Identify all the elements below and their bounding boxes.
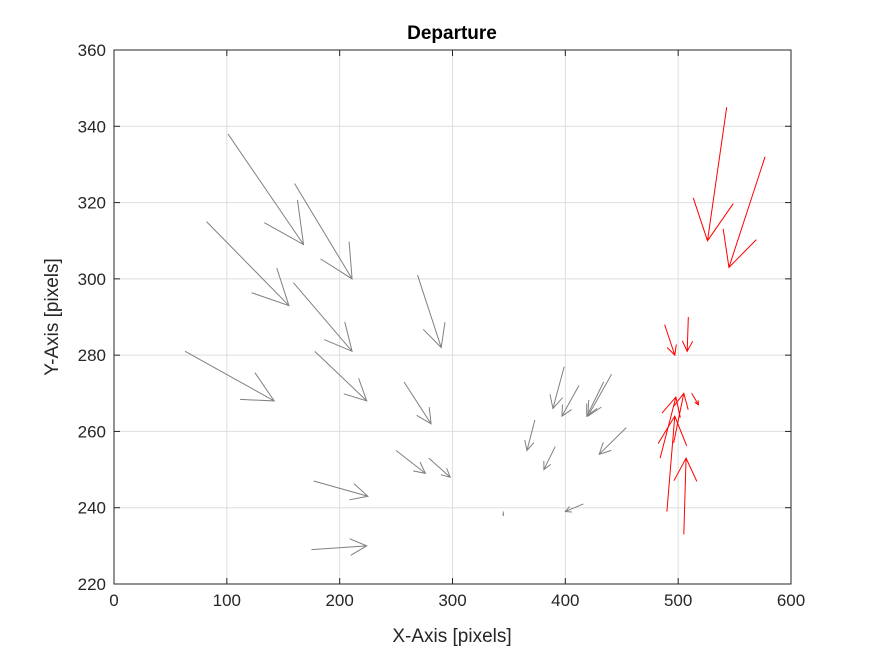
gray-vector-arrow — [561, 385, 580, 418]
y-tick-label: 320 — [78, 194, 106, 213]
x-axis-label: X-Axis [pixels] — [392, 626, 511, 647]
gray-vector-arrow — [313, 480, 369, 501]
gray-vector-arrow — [184, 350, 276, 402]
gray-vector-arrow — [294, 183, 353, 280]
gray-vector-arrow — [564, 503, 584, 513]
red-vector-arrow — [692, 107, 734, 242]
gray-vector-arrow — [587, 373, 613, 418]
x-tick-label: 600 — [777, 591, 805, 610]
axis-ticks — [113, 49, 792, 585]
red-vector-arrow — [722, 156, 766, 269]
gray-vector-arrow — [598, 427, 627, 456]
y-tick-label: 240 — [78, 499, 106, 518]
red-vector-arrow — [672, 392, 689, 443]
gray-vector-arrow — [311, 538, 368, 556]
y-tick-label: 340 — [78, 117, 106, 136]
gray-vector-arrow — [543, 446, 556, 471]
red-vector-arrow — [673, 457, 698, 535]
gray-vector-arrow — [403, 381, 432, 425]
gray-vector-arrow — [586, 381, 605, 418]
gray-vector-arrow — [502, 511, 505, 517]
y-tick-label: 360 — [78, 41, 106, 60]
gray-vector-arrow — [314, 350, 368, 402]
gray-vector-arrow — [524, 419, 536, 452]
tick-labels: 0 100 200 300 400 500 600 220 240 260 280 300 320 340… — [78, 41, 806, 610]
x-tick-label: 200 — [325, 591, 353, 610]
gray-vector-arrow — [206, 221, 290, 307]
vector-field — [184, 107, 766, 556]
gray-vector-arrow — [293, 282, 353, 353]
x-tick-label: 400 — [551, 591, 579, 610]
x-tick-label: 100 — [213, 591, 241, 610]
red-vector-arrow — [691, 393, 700, 406]
y-tick-label: 260 — [78, 422, 106, 441]
chart-title: Departure — [407, 23, 497, 44]
y-tick-label: 280 — [78, 346, 106, 365]
red-vector-arrow — [664, 324, 677, 357]
gray-vector-arrow — [428, 457, 452, 478]
gray-vector-arrow — [227, 133, 305, 246]
gray-vector-arrow — [549, 366, 565, 410]
y-tick-label: 220 — [78, 575, 106, 594]
red-vector-arrow — [657, 415, 688, 512]
y-axis-label: Y-Axis [pixels] — [42, 258, 63, 376]
x-tick-label: 500 — [664, 591, 692, 610]
x-tick-label: 0 — [109, 591, 118, 610]
x-tick-label: 300 — [438, 591, 466, 610]
y-tick-label: 300 — [78, 270, 106, 289]
red-vector-arrow — [681, 316, 694, 353]
gray-vector-arrow — [395, 450, 427, 475]
grid — [114, 50, 791, 584]
gray-vector-arrow — [417, 274, 446, 349]
